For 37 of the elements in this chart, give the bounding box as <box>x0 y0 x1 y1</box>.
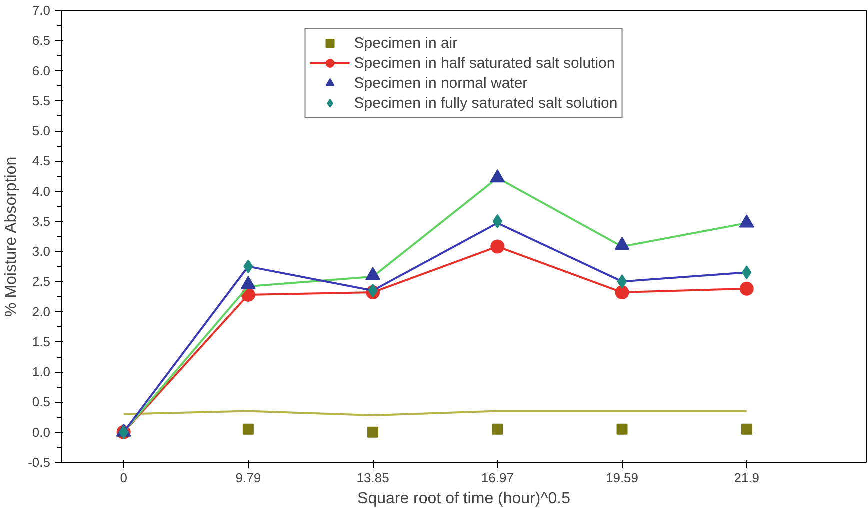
point <box>741 424 752 435</box>
x-tick-label: 16.97 <box>481 470 514 486</box>
x-tick-label: 9.79 <box>236 470 262 486</box>
y-tick-label: 6.0 <box>32 63 51 78</box>
y-tick-label: -0.5 <box>28 455 51 470</box>
point <box>242 424 254 435</box>
x-tick-label: 21.9 <box>734 470 760 486</box>
point <box>615 286 630 300</box>
legend-label: Specimen in normal water <box>354 74 528 92</box>
y-tick-label: 1.5 <box>32 334 51 350</box>
y-tick-label: 3.0 <box>32 244 51 260</box>
y-tick-label: 4.0 <box>32 184 51 199</box>
y-tick-label: 5.0 <box>32 124 51 139</box>
x-tick-label: 13.85 <box>356 470 390 486</box>
legend-label: Specimen in air <box>354 34 458 52</box>
y-tick-label: 1.0 <box>32 364 51 380</box>
legend-label: Specimen in fully saturated salt solution <box>354 94 618 112</box>
x-axis-title: Square root of time (hour)^0.5 <box>358 490 571 508</box>
point <box>490 240 505 254</box>
y-tick-label: 0.0 <box>32 424 51 440</box>
x-tick-label: 19.59 <box>606 470 639 486</box>
y-tick-label: 2.5 <box>32 274 51 290</box>
point <box>616 424 628 435</box>
point <box>492 424 504 435</box>
y-tick-label: 3.5 <box>32 214 51 229</box>
y-axis-title: % Moisture Absorption <box>3 156 20 317</box>
y-tick-label: 7.0 <box>32 3 51 18</box>
point <box>617 274 628 289</box>
y-tick-label: 6.5 <box>32 33 51 48</box>
y-tick-label: 4.5 <box>32 154 51 169</box>
y-tick-label: 2.0 <box>32 304 51 320</box>
legend-label: Specimen in half saturated salt solution <box>354 54 616 72</box>
point <box>740 282 754 296</box>
y-tick-label: 5.5 <box>32 93 51 108</box>
y-tick-label: 0.5 <box>32 394 51 410</box>
x-tick-label: 0 <box>120 470 128 486</box>
point <box>368 426 379 438</box>
